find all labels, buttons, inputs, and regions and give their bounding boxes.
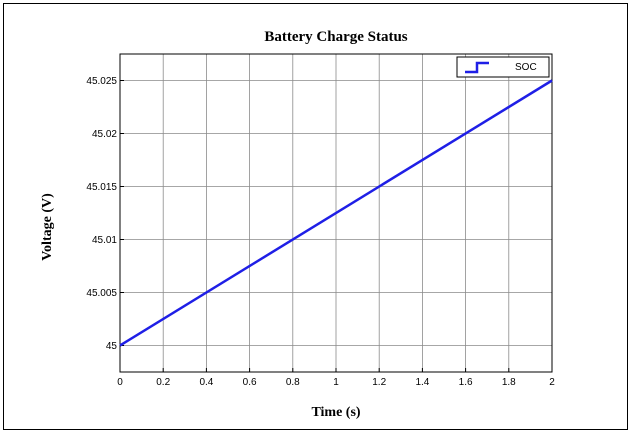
x-tick-label: 0.8 (286, 377, 300, 388)
series-layer (119, 79, 553, 347)
series-line-soc (119, 79, 553, 347)
y-tick-label: 45.025 (86, 76, 117, 87)
x-tick-label: 0.2 (156, 377, 170, 388)
x-tick-label: 0 (117, 377, 123, 388)
y-tick-label: 45.01 (92, 235, 117, 246)
x-tick-label: 1.2 (372, 377, 386, 388)
y-tick-label: 45 (106, 341, 118, 352)
y-tick-label: 45.02 (92, 129, 117, 140)
y-axis-label: Voltage (V) (40, 193, 55, 261)
x-axis-label: Time (s) (311, 405, 360, 420)
x-tick-label: 1.6 (459, 377, 473, 388)
x-tick-label: 1 (333, 377, 339, 388)
y-tick-label: 45.015 (86, 182, 117, 193)
chart-title: Battery Charge Status (264, 29, 407, 45)
x-tick-label: 1.8 (502, 377, 516, 388)
legend: SOC (456, 56, 550, 78)
x-tick-label: 0.6 (243, 377, 257, 388)
legend-label-soc: SOC (515, 62, 537, 73)
x-tick-label: 2 (549, 377, 555, 388)
x-axis-ticks: 0 0.2 0.4 0.6 0.8 1 1.2 1.4 1.6 1.8 2 (117, 368, 555, 388)
y-tick-label: 45.005 (86, 288, 117, 299)
y-axis-ticks: 45 45.005 45.01 45.015 45.02 45.025 (86, 76, 124, 352)
x-tick-label: 0.4 (199, 377, 213, 388)
legend-swatch-soc (465, 61, 489, 74)
x-tick-label: 1.4 (415, 377, 429, 388)
